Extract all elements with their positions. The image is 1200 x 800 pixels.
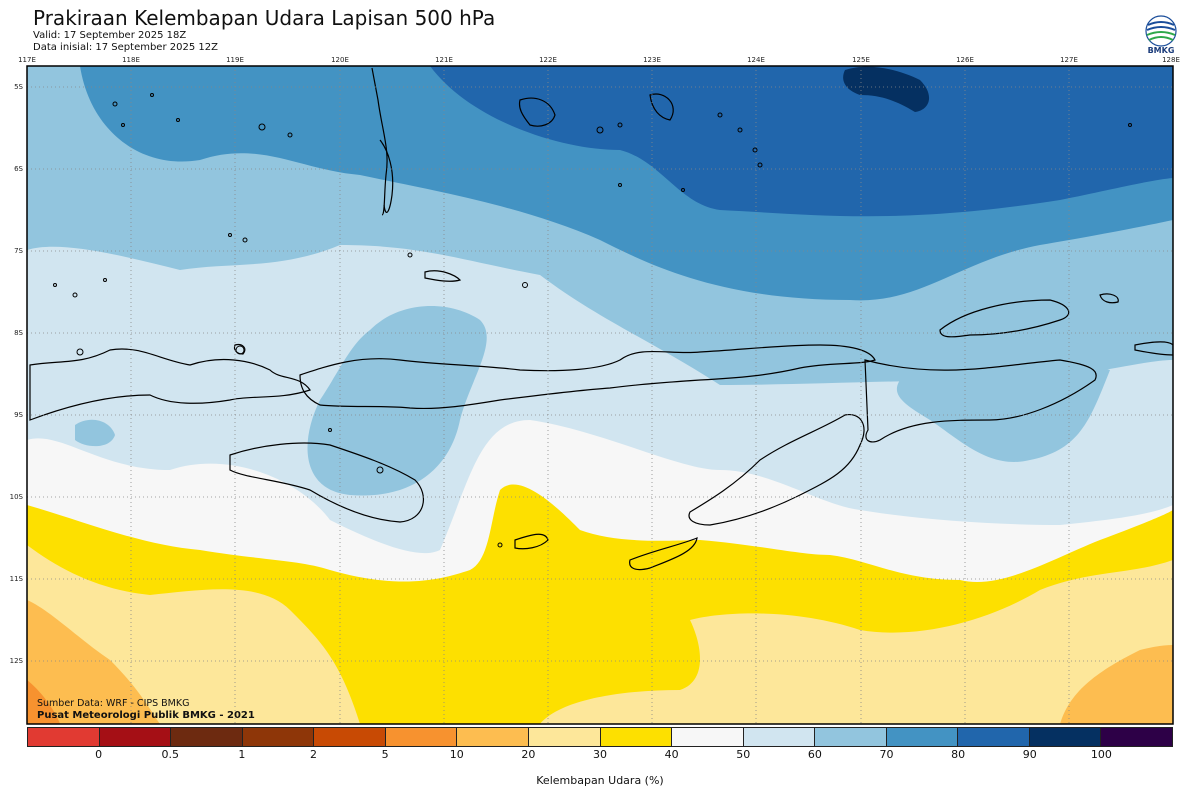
colorbar-tick-label: 40 (664, 748, 679, 761)
colorbar-swatch (171, 728, 243, 746)
lon-label: 121E (435, 56, 453, 64)
lat-label: 6S (14, 165, 23, 173)
lat-label: 7S (14, 247, 23, 255)
colorbar-swatch (28, 728, 100, 746)
lat-label: 10S (10, 493, 24, 501)
colorbar-tick-label: 30 (593, 748, 607, 761)
colorbar-tick-label: 2 (310, 748, 317, 761)
lon-labels: 117E 118E 119E 120E 121E 122E 123E 124E … (18, 56, 1180, 64)
island-banda-1 (649, 93, 674, 121)
island-savu (514, 533, 549, 550)
island-wetar (864, 359, 1097, 443)
initial-time: Data inisial: 17 September 2025 12Z (33, 42, 218, 53)
lat-labels: 5S 6S 7S 8S 9S 10S 11S 12S (10, 83, 24, 665)
map-title: Prakiraan Kelembapan Udara Lapisan 500 h… (33, 6, 496, 30)
colorbar-swatch (672, 728, 744, 746)
humidity-lobe-60-70-east (896, 362, 1110, 462)
island-timor (688, 414, 865, 526)
gridlines (27, 66, 1173, 724)
island-sulawesi-south (371, 67, 388, 216)
colorbar-tick-label: 20 (521, 748, 536, 761)
lat-label: 12S (10, 657, 24, 665)
island-wetar-east (939, 299, 1070, 338)
humidity-band-10-20 (27, 600, 160, 724)
colorbar-label: Kelembapan Udara (%) (536, 774, 664, 787)
organization: Pusat Meteorologi Publik BMKG - 2021 (37, 710, 255, 721)
humidity-field (27, 66, 1173, 724)
lat-label: 9S (14, 411, 23, 419)
lon-label: 128E (1162, 56, 1180, 64)
colorbar-tick-label: 50 (736, 748, 751, 761)
colorbar-swatch (886, 728, 959, 746)
lat-label: 8S (14, 329, 23, 337)
bmkg-logo-icon (1145, 15, 1177, 47)
lon-label: 118E (122, 56, 140, 64)
coastlines (29, 67, 1173, 571)
lat-label: 11S (10, 575, 24, 583)
colorbar-tick-label: 5 (381, 748, 389, 761)
colorbar-swatch (242, 728, 315, 746)
humidity-band-90-100 (843, 66, 930, 112)
island-lombok-sumbawa (29, 348, 311, 421)
island-flores (299, 344, 876, 410)
island-buton (518, 97, 556, 127)
logo-text: BMKG (1147, 46, 1175, 55)
valid-time: Valid: 17 September 2025 18Z (33, 30, 187, 41)
small-islands (53, 93, 1132, 548)
colorbar-swatch (743, 728, 816, 746)
humidity-map: 117E 118E 119E 120E 121E 122E 123E 124E … (10, 56, 1180, 725)
island-selayar (379, 139, 394, 213)
island-alor (233, 343, 246, 355)
colorbar-tick-label: 100 (1090, 748, 1112, 761)
island-babar (1134, 341, 1173, 356)
colorbar-swatch (815, 728, 887, 746)
lon-label: 117E (18, 56, 36, 64)
colorbar-swatch (314, 728, 386, 746)
lon-label: 119E (226, 56, 244, 64)
colorbar-tick-label: 90 (1022, 748, 1037, 761)
map-frame (26, 65, 1174, 725)
colorbar-swatch (528, 728, 601, 746)
colorbar (27, 727, 1173, 747)
lon-label: 125E (852, 56, 870, 64)
lon-label: 124E (747, 56, 765, 64)
humidity-lobe-60-70-west (75, 419, 115, 447)
colorbar-swatch (600, 728, 673, 746)
lon-label: 127E (1060, 56, 1078, 64)
colorbar-tick-label: 0.5 (161, 748, 180, 761)
island-sumba (229, 442, 424, 523)
colorbar-tick-label: 0 (95, 748, 103, 761)
colorbar-tick-label: 1 (238, 748, 246, 761)
colorbar-swatch (457, 728, 529, 746)
colorbar-swatch (99, 728, 172, 746)
lon-label: 120E (331, 56, 349, 64)
lon-label: 122E (539, 56, 557, 64)
lat-label: 5S (14, 83, 23, 91)
colorbar-tick-label: 60 (807, 748, 822, 761)
humidity-band-20-30-south (540, 560, 1173, 724)
colorbar-swatch (1101, 728, 1172, 746)
colorbar-swatch (1029, 728, 1102, 746)
colorbar-swatch (958, 728, 1030, 746)
lon-label: 123E (643, 56, 661, 64)
colorbar-ticks: 0 0.5 1 2 5 10 20 30 40 50 60 70 80 90 100 (0, 748, 1200, 764)
data-source: Sumber Data: WRF - CIPS BMKG (37, 698, 190, 709)
colorbar-tick-label: 80 (951, 748, 966, 761)
humidity-band-5-10 (27, 680, 60, 724)
humidity-lobe-60-70 (307, 306, 487, 496)
colorbar-tick-label: 10 (449, 748, 464, 761)
lon-label: 126E (956, 56, 974, 64)
island-flores-sea-1 (424, 270, 462, 282)
humidity-band-10-20-se (1060, 645, 1173, 724)
island-banda-2 (1099, 293, 1119, 304)
island-rote (629, 537, 698, 571)
colorbar-tick-label: 70 (879, 748, 894, 761)
colorbar-swatch (385, 728, 458, 746)
